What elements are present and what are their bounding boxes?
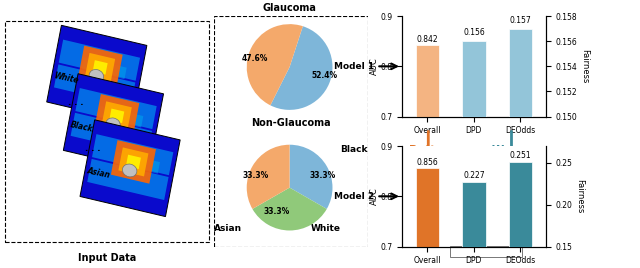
Polygon shape <box>111 140 156 184</box>
Y-axis label: Fairness: Fairness <box>580 49 589 84</box>
Text: . . .: . . . <box>68 98 84 107</box>
Text: Asian: Asian <box>86 166 111 179</box>
Text: 33.3%: 33.3% <box>243 171 269 180</box>
Bar <box>462 41 486 268</box>
Ellipse shape <box>122 164 137 177</box>
Text: Input Data: Input Data <box>78 254 136 263</box>
Text: Asian: Asian <box>214 224 243 233</box>
Text: Non-Glaucoma: Non-Glaucoma <box>252 118 331 128</box>
Polygon shape <box>76 88 157 129</box>
Wedge shape <box>289 145 332 209</box>
Polygon shape <box>92 134 173 175</box>
Polygon shape <box>87 159 168 200</box>
Text: 0.157: 0.157 <box>509 16 531 25</box>
Text: Black: Black <box>340 145 368 154</box>
Y-axis label: AUC: AUC <box>370 57 379 75</box>
Ellipse shape <box>106 118 120 131</box>
Bar <box>509 29 532 268</box>
Title: Glaucoma: Glaucoma <box>262 3 317 13</box>
Text: Model 2: Model 2 <box>334 192 374 201</box>
Polygon shape <box>80 120 180 217</box>
Polygon shape <box>93 60 108 75</box>
Text: Better: Better <box>408 145 448 155</box>
Polygon shape <box>59 40 140 81</box>
Text: Model 1: Model 1 <box>334 62 374 71</box>
Text: 0.227: 0.227 <box>463 172 484 180</box>
Polygon shape <box>115 152 160 174</box>
Text: 0.842: 0.842 <box>417 35 438 44</box>
Bar <box>416 45 439 268</box>
Wedge shape <box>247 145 290 209</box>
Text: Worse: Worse <box>492 145 531 155</box>
Text: . . .: . . . <box>85 144 100 153</box>
Ellipse shape <box>89 69 104 82</box>
Wedge shape <box>270 26 332 110</box>
Text: 33.3%: 33.3% <box>263 207 289 216</box>
Polygon shape <box>85 53 115 82</box>
Polygon shape <box>54 64 135 106</box>
Polygon shape <box>70 113 152 154</box>
Polygon shape <box>94 94 140 137</box>
Text: Black: Black <box>70 120 94 133</box>
Polygon shape <box>47 25 147 122</box>
Polygon shape <box>102 101 132 130</box>
Bar <box>509 162 532 268</box>
Text: 52.4%: 52.4% <box>312 72 337 80</box>
Text: White: White <box>53 71 79 85</box>
Bar <box>416 168 439 268</box>
Text: White: White <box>310 224 340 233</box>
Polygon shape <box>99 106 143 128</box>
Text: 0.251: 0.251 <box>509 151 531 160</box>
Wedge shape <box>247 24 303 105</box>
Polygon shape <box>118 147 148 176</box>
Y-axis label: Fairness: Fairness <box>575 179 584 214</box>
Polygon shape <box>109 109 124 123</box>
Polygon shape <box>126 155 141 169</box>
Wedge shape <box>252 188 327 230</box>
Bar <box>462 182 486 268</box>
Text: 0.156: 0.156 <box>463 28 484 38</box>
Text: 33.3%: 33.3% <box>310 171 336 180</box>
Text: 47.6%: 47.6% <box>241 54 268 62</box>
Polygon shape <box>82 58 127 79</box>
Y-axis label: AUC: AUC <box>370 187 379 205</box>
Polygon shape <box>77 46 123 89</box>
Text: 0.856: 0.856 <box>417 158 438 167</box>
Polygon shape <box>63 74 163 170</box>
